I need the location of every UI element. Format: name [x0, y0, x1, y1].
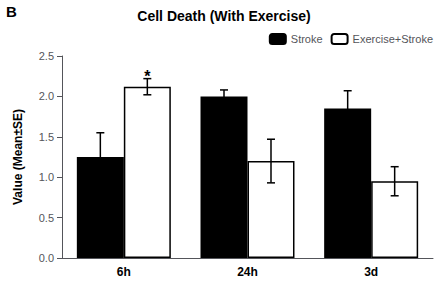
svg-text:2.0: 2.0	[39, 90, 54, 102]
svg-text:*: *	[144, 68, 151, 85]
svg-text:Exercise+Stroke: Exercise+Stroke	[353, 33, 433, 45]
svg-text:6h: 6h	[117, 265, 131, 279]
svg-text:1.0: 1.0	[39, 171, 54, 183]
svg-text:1.5: 1.5	[39, 131, 54, 143]
svg-text:B: B	[6, 3, 17, 20]
svg-text:24h: 24h	[237, 265, 258, 279]
svg-text:0.5: 0.5	[39, 212, 54, 224]
svg-text:3d: 3d	[364, 265, 378, 279]
svg-text:2.5: 2.5	[39, 50, 54, 62]
svg-text:0.0: 0.0	[39, 252, 54, 264]
svg-text:Value (Mean±SE): Value (Mean±SE)	[11, 109, 25, 205]
svg-text:Stroke: Stroke	[291, 33, 323, 45]
svg-text:Cell Death (With Exercise): Cell Death (With Exercise)	[137, 8, 310, 24]
